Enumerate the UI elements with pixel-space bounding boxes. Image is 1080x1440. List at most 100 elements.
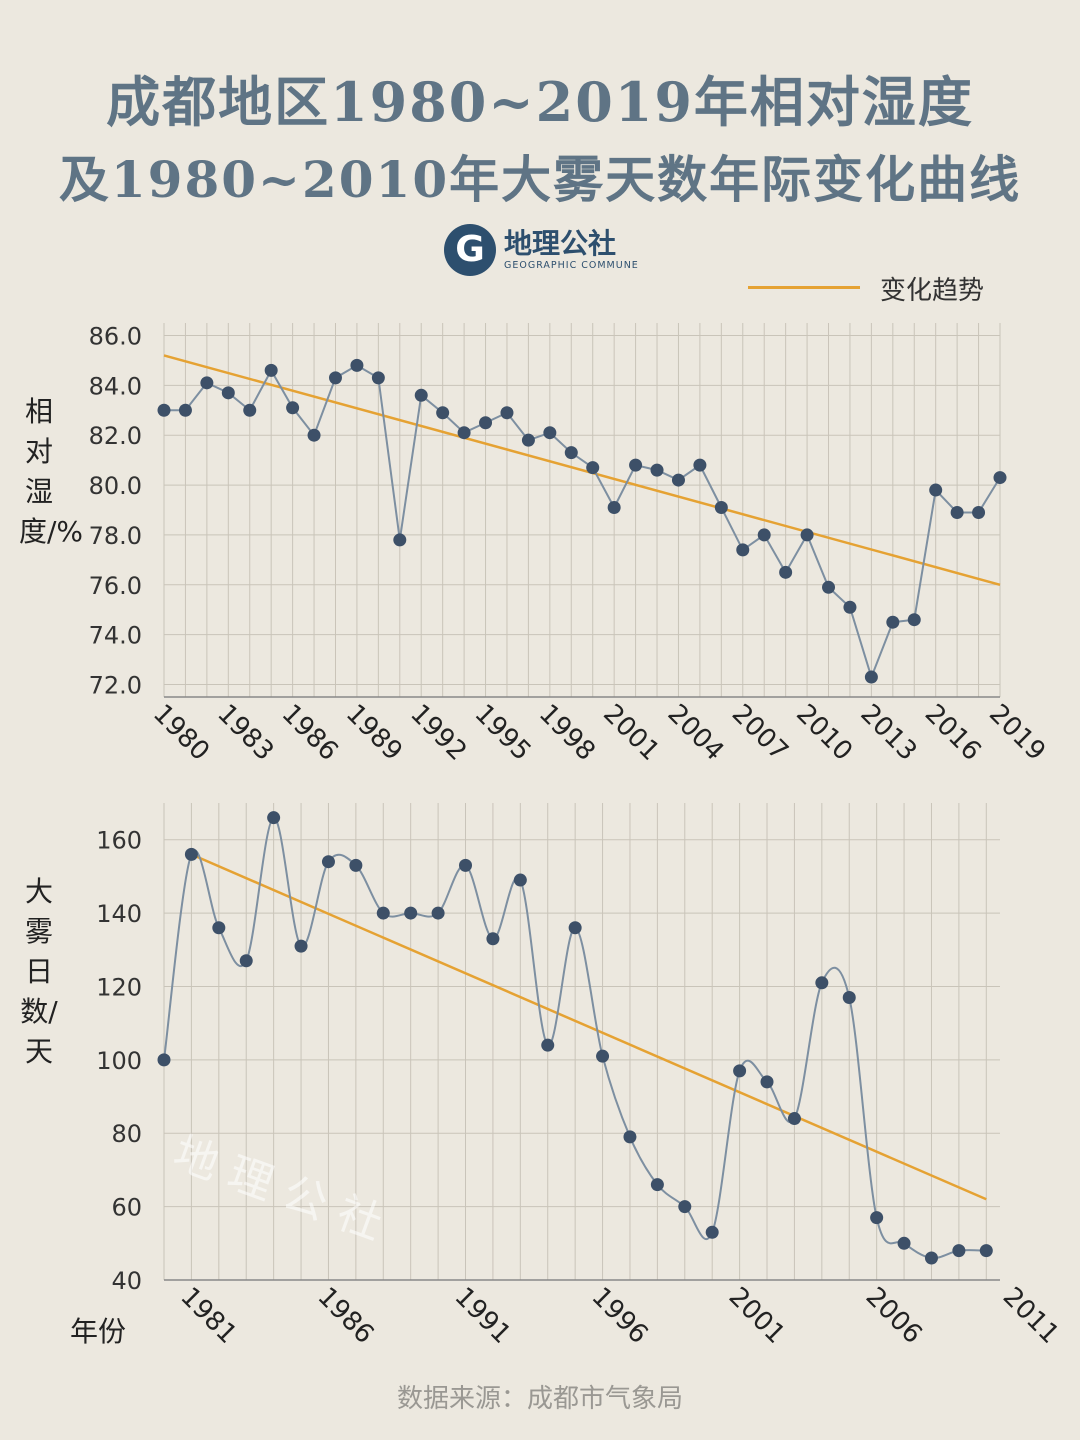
trend-line — [190, 853, 987, 1201]
y-tick-label: 60 — [111, 1194, 142, 1222]
y-tick-label: 120 — [96, 973, 142, 1001]
data-point — [586, 461, 600, 475]
y-tick-label: 76.0 — [89, 572, 142, 600]
data-point — [623, 1130, 637, 1144]
data-point — [907, 613, 921, 627]
y-tick-label: 40 — [111, 1267, 142, 1295]
data-point — [307, 428, 321, 442]
data-point — [787, 1112, 801, 1126]
legend-trend-label: 变化趋势 — [880, 276, 985, 306]
y-tick-label: 160 — [96, 827, 142, 855]
data-point — [414, 388, 428, 402]
y-tick-label: 140 — [96, 900, 142, 928]
data-point — [431, 906, 445, 920]
data-point — [671, 473, 685, 487]
y-tick-label: 78.0 — [89, 522, 142, 550]
x-tick-label: 1986 — [312, 1282, 380, 1350]
data-point — [212, 921, 226, 935]
data-point — [993, 471, 1007, 485]
data-point — [521, 433, 535, 447]
data-point — [267, 811, 281, 825]
data-point — [543, 426, 557, 440]
data-point — [815, 976, 829, 990]
data-point — [393, 533, 407, 547]
data-point — [650, 463, 664, 477]
data-point — [321, 855, 335, 869]
logo-mark-icon: G — [444, 224, 496, 276]
x-tick-label: 1996 — [586, 1282, 654, 1350]
data-point — [200, 376, 214, 390]
data-point — [693, 458, 707, 472]
data-point — [371, 371, 385, 385]
data-point — [886, 615, 900, 629]
data-point — [678, 1200, 692, 1214]
data-point — [349, 858, 363, 872]
data-point — [184, 847, 198, 861]
data-point — [221, 386, 235, 400]
brand-logo: G 地理公社 GEOGRAPHIC COMMUNE — [444, 222, 654, 282]
data-point — [607, 501, 621, 515]
x-tick-label: 2011 — [997, 1282, 1065, 1350]
data-point — [157, 403, 171, 417]
data-point — [596, 1049, 610, 1063]
data-point — [500, 406, 514, 420]
y-tick-label: 100 — [96, 1047, 142, 1075]
legend: 变化趋势 — [748, 268, 1048, 308]
data-point — [294, 939, 308, 953]
x-tick-label: 2001 — [723, 1282, 791, 1350]
data-point — [459, 858, 473, 872]
data-point — [436, 406, 450, 420]
data-point — [822, 580, 836, 594]
data-point — [404, 906, 418, 920]
data-point — [757, 528, 771, 542]
data-point — [842, 990, 856, 1004]
series-line — [163, 816, 987, 1260]
data-point — [705, 1225, 719, 1239]
data-point — [870, 1211, 884, 1225]
data-point — [924, 1251, 938, 1265]
data-point — [178, 403, 192, 417]
y-tick-label: 86.0 — [89, 322, 142, 350]
data-point — [457, 426, 471, 440]
y-tick-label: 72.0 — [89, 672, 142, 700]
data-point — [328, 371, 342, 385]
data-source: 数据来源：成都市气象局 — [396, 1384, 683, 1414]
y-tick-label: 80 — [111, 1120, 142, 1148]
data-point — [800, 528, 814, 542]
data-point — [264, 363, 278, 377]
data-point — [650, 1178, 664, 1192]
data-point — [157, 1053, 171, 1067]
data-point — [864, 670, 878, 684]
trend-line — [163, 354, 1001, 587]
data-point — [779, 565, 793, 579]
x-tick-label: 1981 — [174, 1282, 242, 1350]
data-point — [479, 416, 493, 430]
y-tick-label: 80.0 — [89, 472, 142, 500]
series-line — [164, 364, 1001, 681]
logo-text-en: GEOGRAPHIC COMMUNE — [504, 260, 639, 271]
y-tick-label: 82.0 — [89, 422, 142, 450]
y-tick-label: 74.0 — [89, 622, 142, 650]
data-point — [486, 932, 500, 946]
data-point — [568, 921, 582, 935]
fog-y-axis-label: 大雾日数/天 — [20, 875, 58, 1068]
data-point — [513, 873, 527, 887]
logo-text-cn: 地理公社 — [504, 227, 617, 260]
data-point — [950, 505, 964, 519]
data-point — [629, 458, 643, 472]
data-point — [733, 1064, 747, 1078]
data-point — [350, 358, 364, 372]
data-point — [760, 1075, 774, 1089]
data-point — [972, 505, 986, 519]
data-point — [952, 1244, 966, 1258]
data-point — [843, 600, 857, 614]
x-tick-label: 1991 — [449, 1282, 517, 1350]
chart-title-line2: 及1980~2010年大雾天数年际变化曲线 — [58, 150, 1022, 209]
data-point — [897, 1236, 911, 1250]
y-tick-label: 84.0 — [89, 372, 142, 400]
data-point — [376, 906, 390, 920]
data-point — [736, 543, 750, 557]
